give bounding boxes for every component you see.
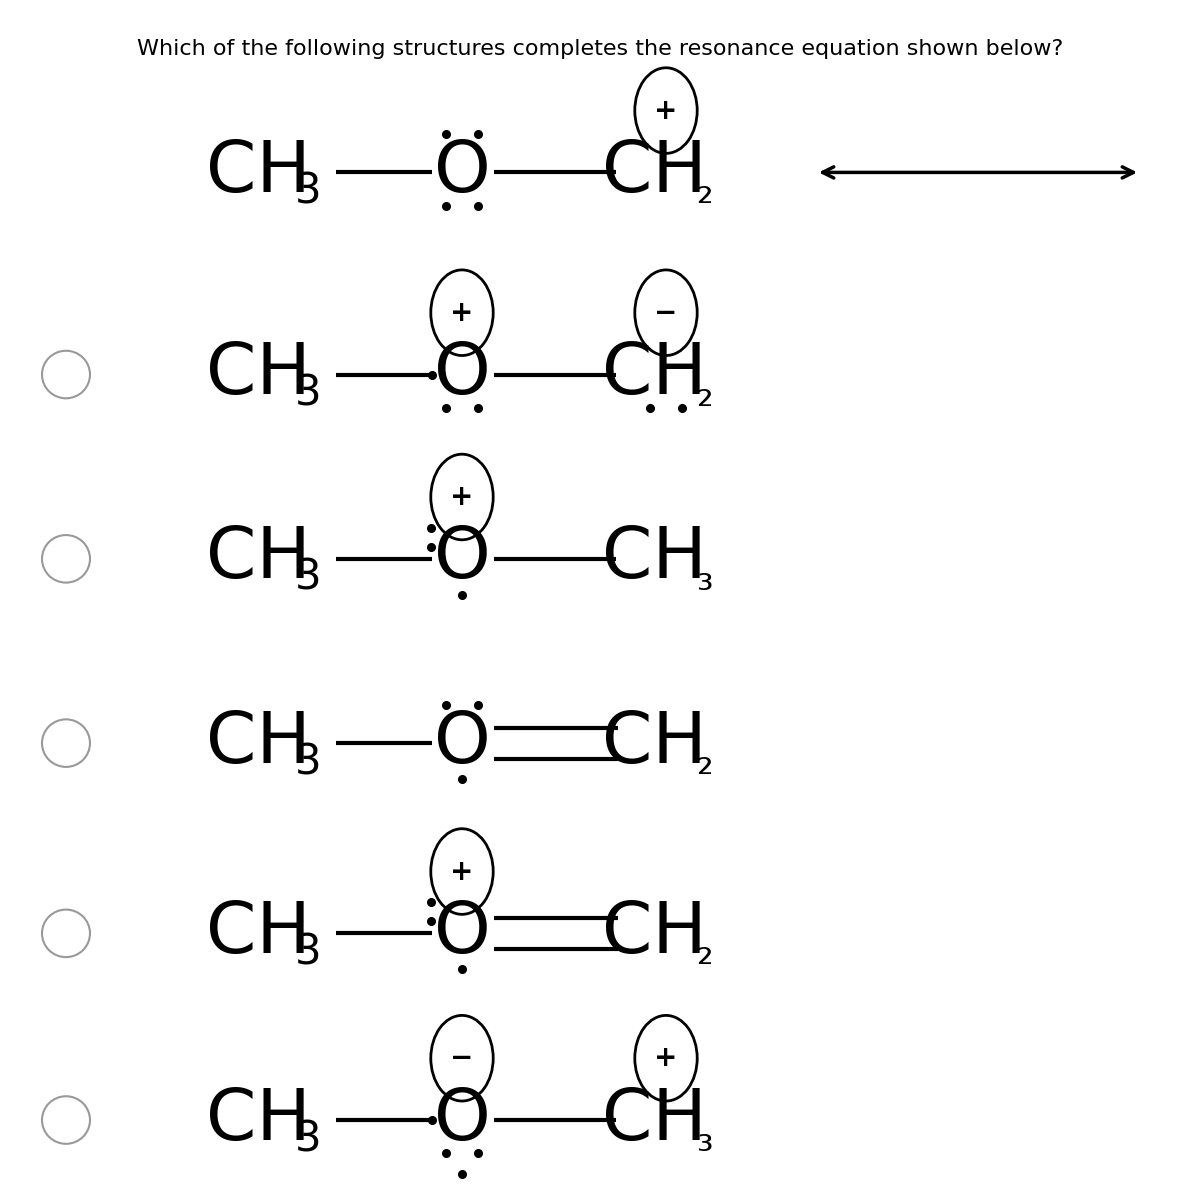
Text: −: − — [450, 1044, 474, 1072]
Text: −: − — [654, 298, 678, 327]
Text: CH: CH — [205, 340, 311, 409]
Text: Which of the following structures completes the resonance equation shown below?: Which of the following structures comple… — [137, 39, 1063, 59]
Text: 3: 3 — [295, 170, 322, 213]
Text: CH: CH — [205, 524, 311, 593]
Text: ₂: ₂ — [696, 741, 713, 784]
Text: +: + — [654, 1044, 678, 1072]
Text: O: O — [433, 524, 491, 593]
Text: O: O — [433, 899, 491, 968]
Text: CH: CH — [205, 709, 311, 778]
Text: CH: CH — [601, 340, 707, 409]
Text: +: + — [450, 298, 474, 327]
Text: ₂: ₂ — [696, 931, 713, 974]
Text: 3: 3 — [295, 556, 322, 599]
Text: 3: 3 — [295, 741, 322, 784]
Text: +: + — [654, 96, 678, 125]
Text: O: O — [433, 1086, 491, 1155]
Text: +: + — [450, 857, 474, 886]
Text: O: O — [433, 340, 491, 409]
Text: +: + — [450, 483, 474, 511]
Text: CH: CH — [601, 524, 707, 593]
Text: ₃: ₃ — [696, 1118, 713, 1160]
Text: CH: CH — [205, 138, 311, 207]
Text: CH: CH — [601, 138, 707, 207]
Text: ₃: ₃ — [696, 556, 713, 599]
Text: ₂: ₂ — [696, 170, 713, 213]
Text: 3: 3 — [295, 931, 322, 974]
Text: 3: 3 — [295, 372, 322, 415]
Text: 3: 3 — [295, 1118, 322, 1160]
Text: O: O — [433, 709, 491, 778]
Text: CH: CH — [601, 1086, 707, 1155]
Text: O: O — [433, 138, 491, 207]
Text: CH: CH — [601, 899, 707, 968]
Text: CH: CH — [601, 709, 707, 778]
Text: ₂: ₂ — [696, 372, 713, 415]
Text: CH: CH — [205, 899, 311, 968]
Text: CH: CH — [205, 1086, 311, 1155]
